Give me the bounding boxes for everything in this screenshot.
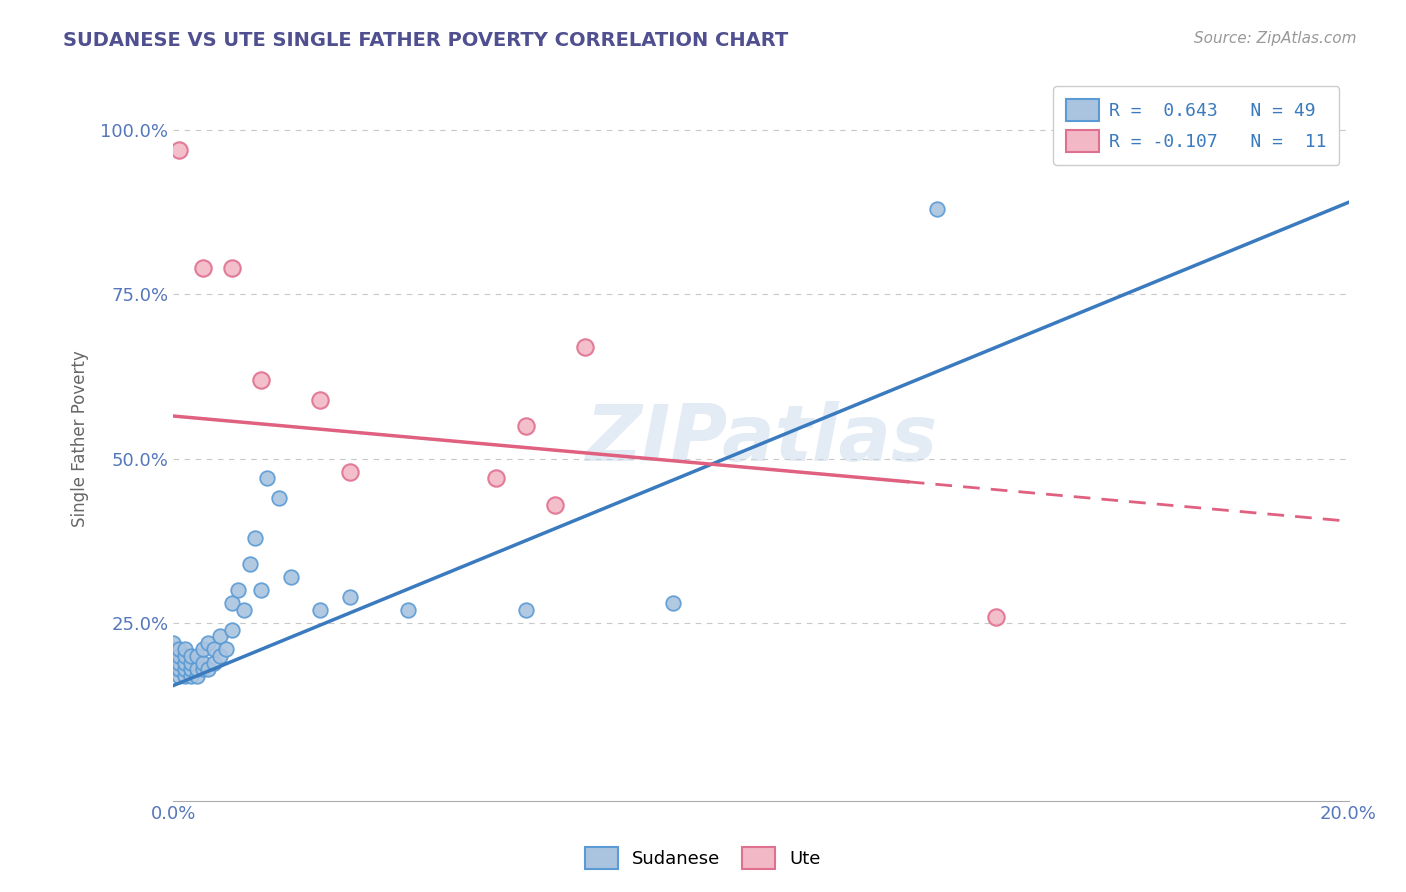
Point [221, 623, 243, 637]
Point [167, 656, 190, 670]
Point [167, 143, 190, 157]
Point [191, 261, 214, 276]
Point [221, 261, 243, 276]
Y-axis label: Single Father Poverty: Single Father Poverty [72, 351, 89, 527]
Point [186, 662, 208, 676]
Point [162, 648, 184, 663]
Point [339, 465, 361, 479]
Point [209, 629, 232, 643]
Point [267, 491, 290, 506]
Text: SUDANESE VS UTE SINGLE FATHER POVERTY CORRELATION CHART: SUDANESE VS UTE SINGLE FATHER POVERTY CO… [63, 31, 789, 50]
Point [162, 662, 184, 676]
Point [661, 596, 683, 610]
Point [167, 669, 190, 683]
Point [191, 662, 214, 676]
Point [174, 656, 197, 670]
Point [197, 662, 219, 676]
Point [515, 418, 537, 433]
Point [927, 202, 949, 216]
Point [250, 583, 273, 598]
Point [544, 498, 567, 512]
Point [256, 471, 278, 485]
Point [574, 340, 596, 354]
Point [209, 648, 232, 663]
Point [162, 636, 184, 650]
Point [186, 648, 208, 663]
Point [984, 609, 1007, 624]
Point [162, 656, 184, 670]
Point [180, 669, 202, 683]
Point [280, 570, 302, 584]
Point [174, 648, 197, 663]
Legend: R =  0.643   N = 49, R = -0.107   N =  11: R = 0.643 N = 49, R = -0.107 N = 11 [1053, 87, 1340, 165]
Point [167, 648, 190, 663]
Point [202, 656, 225, 670]
Point [485, 471, 508, 485]
Point [167, 642, 190, 657]
Point [191, 642, 214, 657]
Point [309, 392, 332, 407]
Point [396, 603, 419, 617]
Point [215, 642, 238, 657]
Point [239, 557, 262, 571]
Point [162, 648, 184, 663]
Legend: Sudanese, Ute: Sudanese, Ute [578, 839, 828, 876]
Point [167, 662, 190, 676]
Point [250, 373, 273, 387]
Point [186, 669, 208, 683]
Point [197, 636, 219, 650]
Point [191, 656, 214, 670]
Text: ZIPatlas: ZIPatlas [585, 401, 936, 477]
Point [162, 642, 184, 657]
Point [174, 669, 197, 683]
Point [174, 642, 197, 657]
Point [180, 648, 202, 663]
Point [221, 596, 243, 610]
Point [339, 590, 361, 604]
Point [180, 656, 202, 670]
Point [174, 662, 197, 676]
Point [226, 583, 249, 598]
Point [202, 642, 225, 657]
Point [309, 603, 332, 617]
Point [515, 603, 537, 617]
Point [180, 662, 202, 676]
Point [245, 531, 267, 545]
Text: Source: ZipAtlas.com: Source: ZipAtlas.com [1194, 31, 1357, 46]
Point [232, 603, 254, 617]
